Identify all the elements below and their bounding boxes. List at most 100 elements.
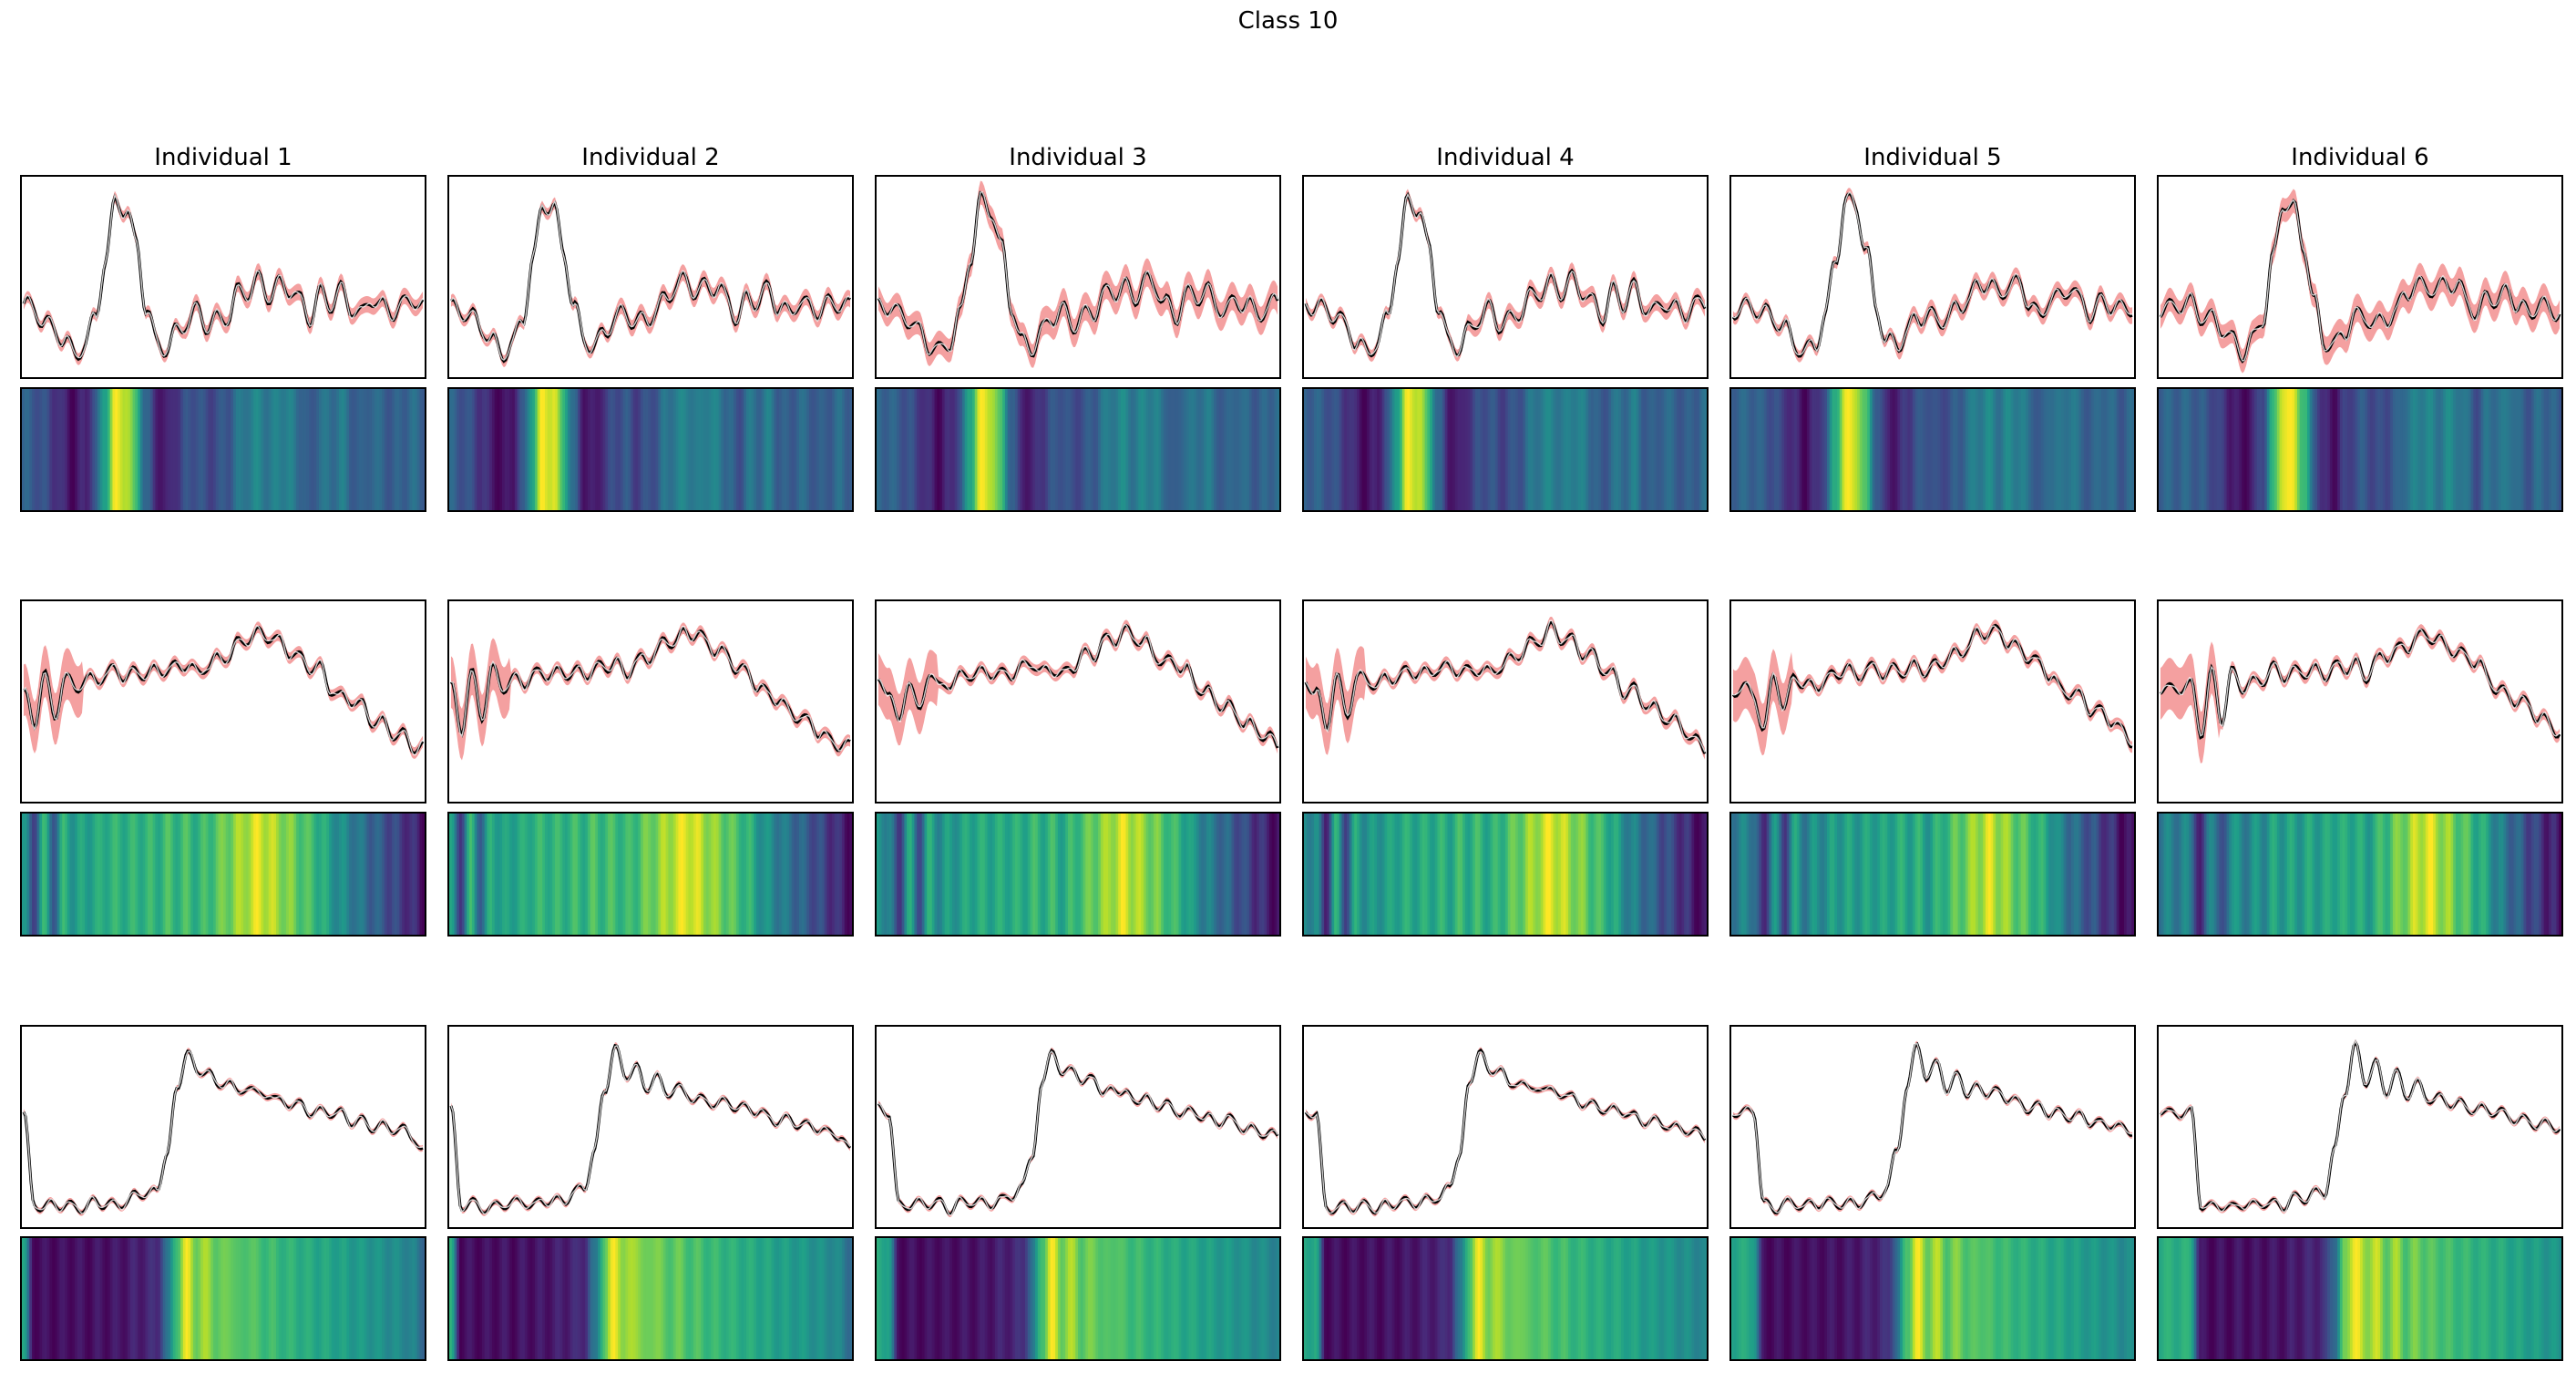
heatmap-cell: [376, 389, 380, 510]
heatmap-cell: [1621, 389, 1625, 510]
heatmap-cell: [1507, 814, 1512, 935]
heatmap-cell: [2536, 814, 2540, 935]
heatmap-cell: [2473, 1238, 2477, 1359]
heatmap-cell: [888, 389, 893, 510]
heatmap-cell: [1341, 1238, 1345, 1359]
heatmap-cell: [2533, 389, 2537, 510]
heatmap-cell: [884, 814, 888, 935]
mean-line: [23, 625, 425, 755]
heatmap-cell: [1198, 389, 1202, 510]
heatmap-cell: [1555, 389, 1559, 510]
heatmap-cell: [1083, 389, 1086, 510]
heatmap-cell: [1749, 389, 1752, 510]
heatmap-cell: [1598, 1238, 1602, 1359]
heatmap-cell: [836, 389, 840, 510]
heatmap-cell: [1940, 814, 1944, 935]
heatmap-cell: [1470, 814, 1473, 935]
heatmap-cell: [1517, 389, 1522, 510]
heatmap-cell: [1533, 389, 1536, 510]
heatmap-cell: [2332, 814, 2335, 935]
heatmap-cell: [323, 389, 327, 510]
heatmap-cell: [195, 1238, 199, 1359]
heatmap-cell: [580, 1238, 584, 1359]
heatmap-cell: [1914, 389, 1919, 510]
heatmap-cell: [1052, 1238, 1056, 1359]
heatmap-cell: [1324, 814, 1328, 935]
heatmap-cell: [1420, 814, 1423, 935]
heatmap-cell: [190, 389, 194, 510]
heatmap-cell: [2503, 389, 2507, 510]
heatmap-cell: [221, 1238, 224, 1359]
heatmap-cell: [2420, 814, 2424, 935]
heatmap-cell: [504, 814, 508, 935]
heatmap-cell: [369, 389, 373, 510]
heatmap-cell: [2252, 389, 2255, 510]
heatmap-cell: [2543, 389, 2548, 510]
heatmap-cell: [1067, 814, 1072, 935]
heatmap-cell: [1231, 389, 1235, 510]
heatmap-cell: [1600, 1238, 1605, 1359]
heatmap-cell: [1897, 389, 1901, 510]
heatmap-cell: [2337, 1238, 2341, 1359]
heatmap-cell: [326, 814, 330, 935]
heatmap-cell: [2455, 1238, 2459, 1359]
heatmap-cell: [162, 1238, 167, 1359]
heatmap-cell: [741, 389, 744, 510]
heatmap-cell: [42, 814, 46, 935]
heatmap-cell: [1525, 814, 1529, 935]
heatmap-cell: [957, 1238, 960, 1359]
heatmap-cell: [1497, 1238, 1502, 1359]
heatmap-cell: [1801, 1238, 1805, 1359]
heatmap-cell: [1537, 389, 1542, 510]
heatmap-cell: [884, 389, 888, 510]
heatmap-cell: [1560, 389, 1565, 510]
heatmap-cell: [587, 1238, 591, 1359]
heatmap-cell: [298, 814, 303, 935]
heatmap-cell: [2209, 814, 2212, 935]
heatmap-cell: [1902, 389, 1906, 510]
heatmap-cell: [1218, 389, 1223, 510]
heatmap-cell: [967, 389, 970, 510]
heatmap-cell: [1791, 1238, 1795, 1359]
heatmap-cell: [809, 389, 813, 510]
heatmap-cell: [632, 389, 637, 510]
heatmap-cell: [344, 389, 347, 510]
heatmap-cell: [2540, 1238, 2545, 1359]
heatmap-cell: [1361, 814, 1365, 935]
heatmap-cell: [1268, 814, 1273, 935]
heatmap-cell: [205, 1238, 210, 1359]
heatmap-cell: [738, 389, 743, 510]
heatmap-cell: [152, 389, 157, 510]
heatmap-cell: [87, 1238, 91, 1359]
heatmap-cell: [1586, 389, 1589, 510]
heatmap-cell: [622, 814, 626, 935]
heatmap-cell: [52, 814, 56, 935]
heatmap-cell: [904, 814, 908, 935]
heatmap-cell: [1804, 389, 1808, 510]
heatmap-cell: [1017, 389, 1021, 510]
heatmap-cell: [2382, 814, 2386, 935]
heatmap-cell: [721, 1238, 724, 1359]
heatmap-cell: [1184, 389, 1187, 510]
heatmap-cell: [1397, 1238, 1401, 1359]
heatmap-cell: [1907, 1238, 1911, 1359]
heatmap-cell: [2402, 1238, 2407, 1359]
heatmap-cell: [334, 814, 337, 935]
heatmap-cell: [1563, 1238, 1566, 1359]
heatmap-cell: [1037, 814, 1042, 935]
heatmap-cell: [341, 1238, 345, 1359]
heatmap-cell: [22, 814, 26, 935]
heatmap-cell: [642, 389, 647, 510]
heatmap-cell: [2169, 389, 2172, 510]
heatmap-cell: [1391, 389, 1396, 510]
heatmap-cell: [159, 814, 164, 935]
heatmap-cell: [2546, 814, 2550, 935]
heatmap-cell: [771, 1238, 775, 1359]
heatmap-cell: [2236, 389, 2240, 510]
heatmap-cell: [951, 814, 956, 935]
heatmap-cell: [2523, 814, 2527, 935]
heatmap-cell: [2056, 1238, 2059, 1359]
heatmap-cell: [844, 814, 848, 935]
heatmap-cell: [1267, 814, 1270, 935]
heatmap-cell: [529, 814, 533, 935]
